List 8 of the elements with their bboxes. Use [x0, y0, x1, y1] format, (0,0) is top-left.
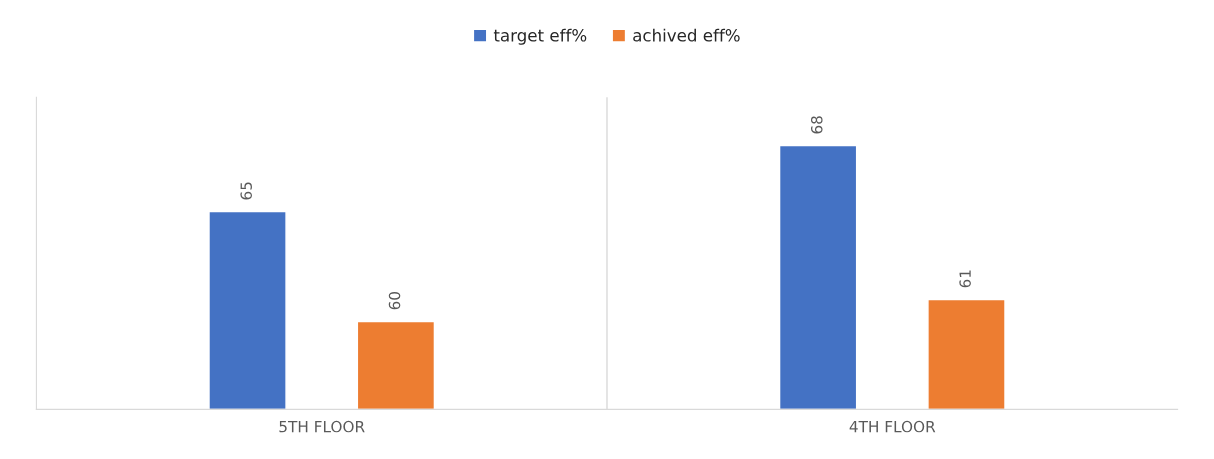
legend-label: achived eff% [633, 28, 740, 42]
x-tick-label: 5TH FLOOR [279, 420, 365, 433]
legend-label: target eff% [493, 28, 587, 45]
data-label: 68 [810, 116, 823, 134]
data-label: 60 [388, 291, 401, 310]
data-label: 65 [240, 182, 252, 200]
data-label: 61 [959, 270, 971, 288]
x-tick-label: 4TH FLOOR [849, 420, 936, 433]
